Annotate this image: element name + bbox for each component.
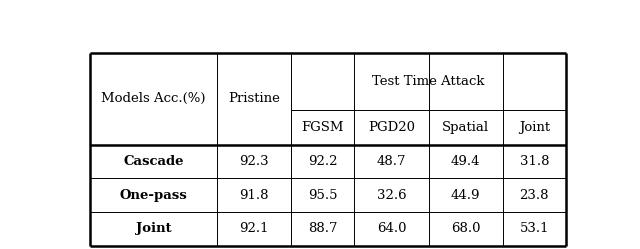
- Text: 68.0: 68.0: [451, 222, 480, 235]
- Text: 32.6: 32.6: [377, 189, 406, 202]
- Text: 49.4: 49.4: [451, 155, 480, 168]
- Text: 64.0: 64.0: [377, 222, 406, 235]
- Text: 92.2: 92.2: [308, 155, 337, 168]
- Text: One-pass: One-pass: [120, 189, 188, 202]
- Text: FGSM: FGSM: [301, 121, 344, 134]
- Text: 91.8: 91.8: [239, 189, 269, 202]
- Text: Cascade: Cascade: [123, 155, 184, 168]
- Text: 44.9: 44.9: [451, 189, 480, 202]
- Text: 48.7: 48.7: [377, 155, 406, 168]
- Text: Pristine: Pristine: [228, 92, 280, 105]
- Text: Joint: Joint: [136, 222, 172, 235]
- Text: 92.3: 92.3: [239, 155, 269, 168]
- Text: Spatial: Spatial: [442, 121, 489, 134]
- Text: Models Acc.(%): Models Acc.(%): [101, 92, 205, 105]
- Text: PGD20: PGD20: [368, 121, 415, 134]
- Text: Test Time Attack: Test Time Attack: [372, 75, 484, 88]
- Text: 88.7: 88.7: [308, 222, 337, 235]
- Text: 23.8: 23.8: [520, 189, 549, 202]
- Text: 31.8: 31.8: [520, 155, 549, 168]
- Text: 92.1: 92.1: [239, 222, 269, 235]
- Text: 53.1: 53.1: [520, 222, 549, 235]
- Text: 95.5: 95.5: [308, 189, 337, 202]
- Text: Joint: Joint: [519, 121, 550, 134]
